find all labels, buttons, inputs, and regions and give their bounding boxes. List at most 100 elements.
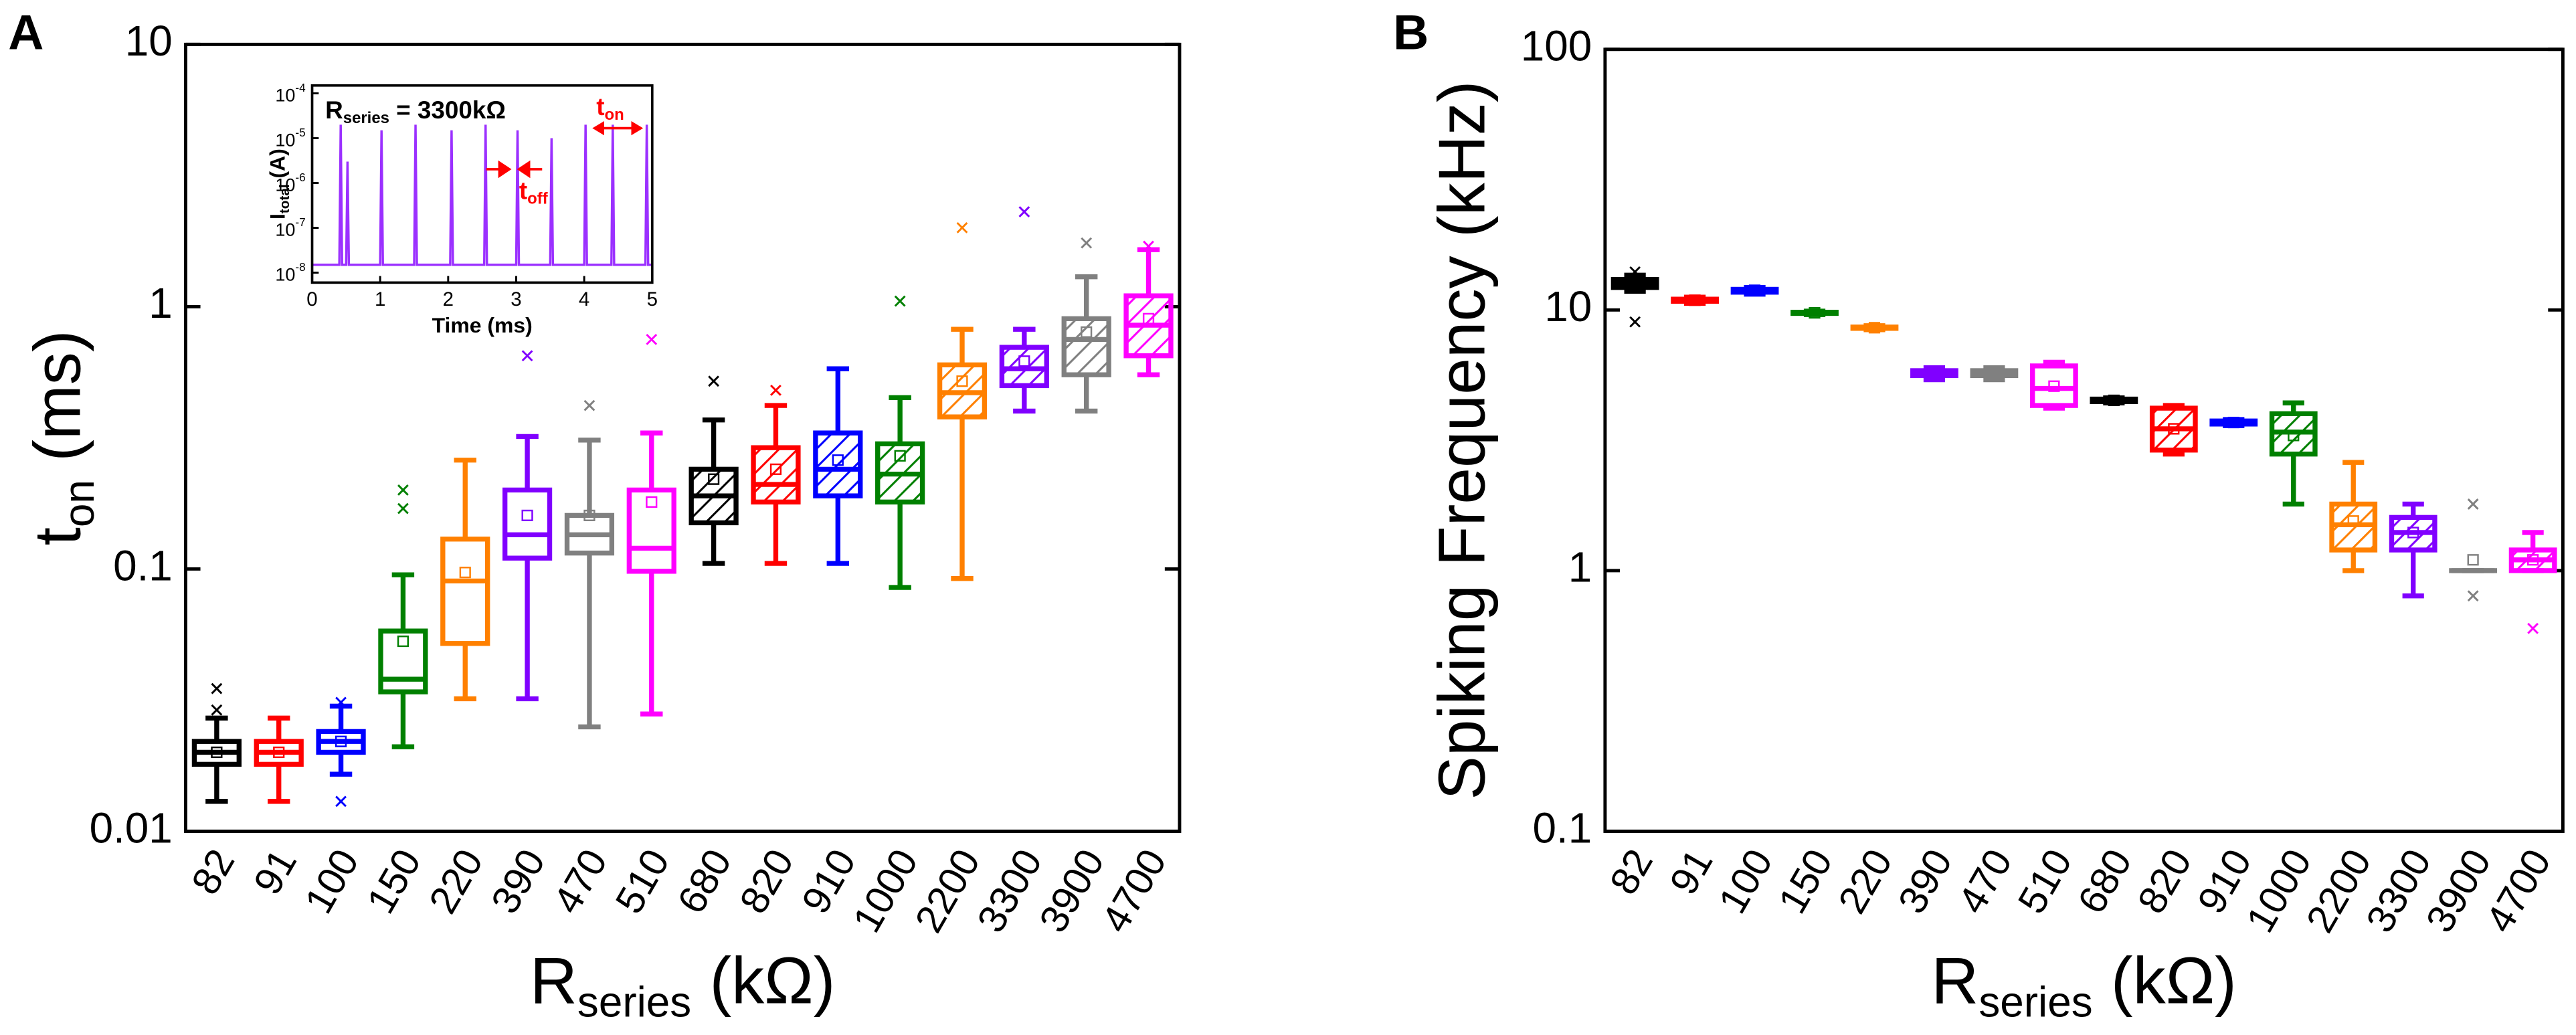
mean bbox=[1809, 306, 1821, 319]
mean bbox=[1748, 284, 1761, 296]
whisker-low bbox=[329, 752, 353, 777]
x-tick-label: 3900 bbox=[2418, 842, 2500, 940]
x-tick-label: 680 bbox=[670, 842, 740, 921]
x-tick-label: 82 bbox=[183, 842, 243, 902]
x-axis-label: Rseries (kΩ) bbox=[1931, 943, 2236, 1026]
mean bbox=[459, 567, 471, 579]
x-tick-label: 0 bbox=[306, 288, 317, 310]
x-tick-label: 91 bbox=[246, 842, 305, 902]
y-axis-label-main: t bbox=[20, 527, 94, 545]
x-tick-label: 100 bbox=[297, 842, 367, 921]
outlier bbox=[583, 399, 595, 411]
y-tick-exp: -8 bbox=[295, 260, 305, 274]
inset-title-main: R bbox=[325, 96, 343, 124]
mean bbox=[2168, 423, 2180, 435]
whisker-high bbox=[1075, 274, 1098, 319]
mean bbox=[335, 735, 347, 747]
y-tick-exp: -5 bbox=[295, 126, 305, 139]
x-tick-label: 470 bbox=[1950, 842, 2020, 921]
mean bbox=[956, 375, 968, 387]
mean bbox=[1988, 367, 2001, 380]
whisker-high bbox=[951, 326, 974, 365]
y-tick-label: 10-6 bbox=[275, 171, 305, 195]
x-axis-label-main: R bbox=[530, 943, 577, 1017]
mean bbox=[2108, 394, 2120, 407]
x-axis-label-main: R bbox=[1931, 943, 1979, 1017]
x-tick-label: 100 bbox=[1711, 842, 1781, 921]
inset-title-sub: series bbox=[343, 109, 389, 127]
mean bbox=[1868, 322, 1881, 334]
outlier bbox=[1629, 316, 1641, 328]
y-tick-label: 0.1 bbox=[1533, 804, 1592, 852]
outlier bbox=[397, 502, 409, 514]
plot-frame bbox=[184, 42, 1182, 833]
x-tick-label: 510 bbox=[2010, 842, 2080, 921]
x-tick-label: 390 bbox=[483, 842, 553, 921]
outlier bbox=[2467, 498, 2479, 510]
plot-frame bbox=[1603, 48, 2565, 833]
y-tick-label: 100 bbox=[1521, 22, 1592, 70]
mean bbox=[646, 496, 658, 508]
y-tick-base: 10 bbox=[275, 86, 295, 106]
mean bbox=[2227, 416, 2239, 429]
y-tick-base: 10 bbox=[275, 265, 295, 285]
whisker-low bbox=[454, 643, 476, 702]
outlier bbox=[770, 384, 781, 396]
box bbox=[2029, 363, 2078, 408]
mean bbox=[273, 746, 285, 759]
whisker-low bbox=[2282, 454, 2304, 507]
whisker-high bbox=[2522, 530, 2544, 551]
current-trace bbox=[312, 124, 652, 266]
whisker-low bbox=[1137, 355, 1160, 377]
inset-background bbox=[312, 85, 652, 283]
x-tick-label: 2200 bbox=[907, 842, 989, 940]
whisker-high bbox=[1013, 326, 1036, 348]
whisker-low bbox=[640, 571, 663, 717]
mean bbox=[1629, 278, 1641, 290]
y-tick-label: 0.1 bbox=[113, 541, 173, 589]
whisker-high bbox=[454, 458, 476, 539]
mean bbox=[2407, 527, 2419, 539]
y-tick-label: 1 bbox=[1568, 543, 1592, 591]
inset-y-label: Itotal (A) bbox=[266, 149, 293, 219]
x-tick-label: 220 bbox=[1831, 842, 1901, 921]
mean bbox=[2347, 515, 2359, 527]
y-axis-label: ton (ms) bbox=[20, 330, 102, 545]
whisker-low bbox=[578, 553, 601, 730]
y-tick-label: 10-8 bbox=[275, 260, 305, 285]
mean bbox=[2527, 554, 2539, 566]
whisker-low bbox=[268, 764, 290, 804]
x-tick-label: 91 bbox=[1661, 842, 1721, 902]
mean bbox=[1081, 326, 1093, 338]
x-tick-label: 390 bbox=[1890, 842, 1960, 921]
arrow-head bbox=[498, 160, 531, 179]
outlier bbox=[1081, 237, 1093, 249]
panel-letter: A bbox=[8, 5, 43, 60]
mean bbox=[1018, 355, 1030, 367]
y-tick-exp: -4 bbox=[295, 81, 306, 94]
y-tick-label: 1 bbox=[149, 279, 173, 327]
box bbox=[440, 537, 490, 646]
arrow-head bbox=[592, 120, 644, 136]
mean bbox=[894, 450, 906, 462]
whisker-high bbox=[391, 572, 415, 632]
y-tick-label: 10 bbox=[125, 17, 173, 65]
y-tick-label: 10-7 bbox=[275, 215, 305, 240]
whisker-low bbox=[1013, 385, 1036, 414]
y-tick-label: 10 bbox=[1544, 282, 1592, 331]
y-tick-base: 10 bbox=[275, 175, 295, 195]
whisker-low bbox=[826, 496, 850, 566]
whisker-high bbox=[516, 434, 539, 490]
inset-annotation-sub: off bbox=[527, 190, 549, 208]
whisker-high bbox=[702, 417, 725, 470]
y-tick-label: 10-5 bbox=[275, 126, 305, 151]
x-tick-label: 2 bbox=[443, 288, 454, 310]
whisker-low bbox=[951, 417, 974, 581]
outlier bbox=[1018, 206, 1030, 217]
mean bbox=[1928, 367, 1940, 380]
x-tick-label: 220 bbox=[421, 842, 491, 921]
mean bbox=[2288, 430, 2300, 442]
x-axis-label-sub: series bbox=[577, 978, 691, 1026]
